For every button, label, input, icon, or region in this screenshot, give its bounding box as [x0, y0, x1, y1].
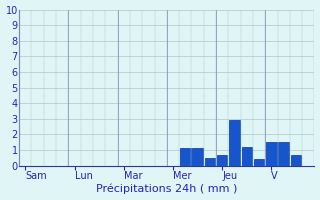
Bar [229, 120, 240, 166]
Bar [242, 147, 252, 166]
Bar [180, 148, 190, 166]
Bar [254, 159, 264, 166]
Bar [291, 155, 301, 166]
X-axis label: Précipitations 24h ( mm ): Précipitations 24h ( mm ) [96, 184, 237, 194]
Bar [192, 148, 203, 166]
Bar [266, 142, 276, 166]
Bar [205, 158, 215, 166]
Bar [278, 142, 289, 166]
Bar [217, 155, 228, 166]
